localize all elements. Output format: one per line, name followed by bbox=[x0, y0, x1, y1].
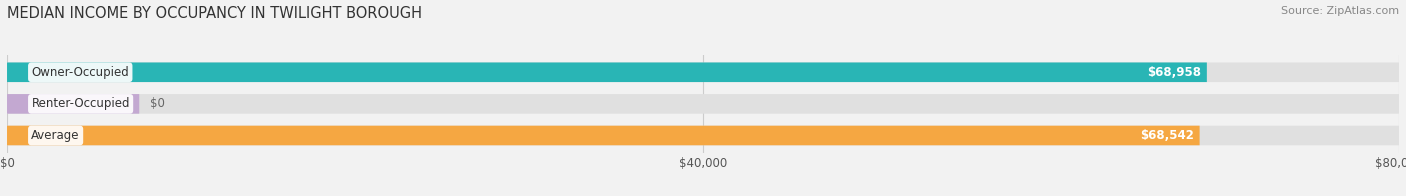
Text: Renter-Occupied: Renter-Occupied bbox=[31, 97, 129, 110]
Text: Average: Average bbox=[31, 129, 80, 142]
FancyBboxPatch shape bbox=[7, 63, 1206, 82]
FancyBboxPatch shape bbox=[7, 126, 1399, 145]
Text: $68,958: $68,958 bbox=[1147, 66, 1201, 79]
FancyBboxPatch shape bbox=[7, 94, 1399, 114]
FancyBboxPatch shape bbox=[7, 126, 1199, 145]
FancyBboxPatch shape bbox=[7, 63, 1399, 82]
Text: Owner-Occupied: Owner-Occupied bbox=[31, 66, 129, 79]
Text: Source: ZipAtlas.com: Source: ZipAtlas.com bbox=[1281, 6, 1399, 16]
FancyBboxPatch shape bbox=[7, 94, 139, 114]
Text: MEDIAN INCOME BY OCCUPANCY IN TWILIGHT BOROUGH: MEDIAN INCOME BY OCCUPANCY IN TWILIGHT B… bbox=[7, 6, 422, 21]
Text: $68,542: $68,542 bbox=[1140, 129, 1194, 142]
Text: $0: $0 bbox=[150, 97, 166, 110]
